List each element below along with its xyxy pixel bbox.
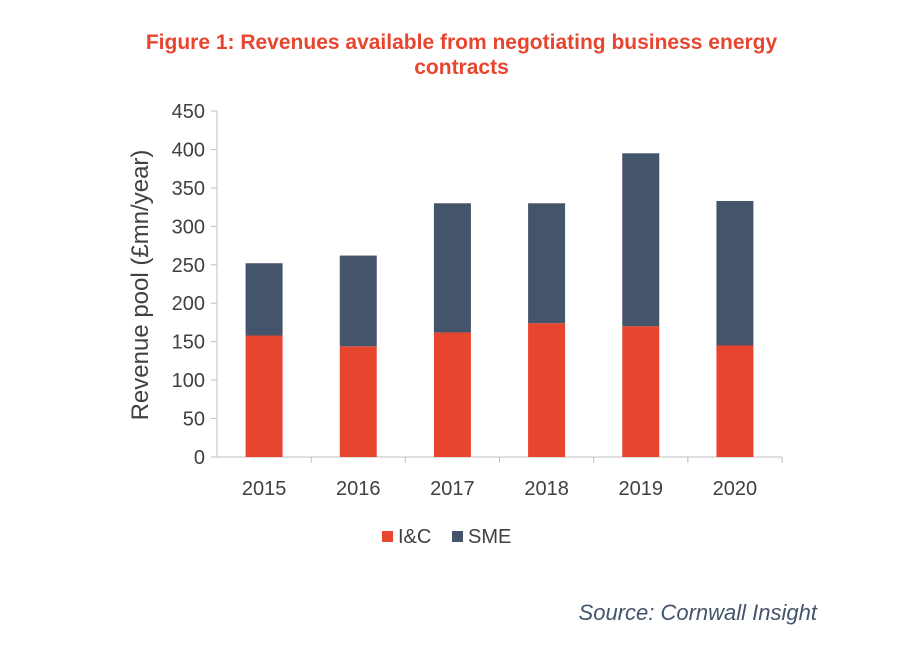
x-tick-label: 2019: [619, 478, 664, 500]
x-tick-label: 2017: [430, 478, 475, 500]
chart-title: Figure 1: Revenues available from negoti…: [0, 30, 923, 80]
y-tick-label: 0: [194, 447, 205, 469]
y-tick-label: 50: [183, 409, 205, 431]
bar-i-c-2018: [528, 323, 566, 457]
y-tick-label: 200: [172, 293, 205, 315]
legend-label: SME: [468, 526, 511, 548]
chart-title-line-2: contracts: [414, 56, 509, 79]
bar-i-c-2015: [245, 335, 283, 457]
bar-sme-2017: [433, 203, 471, 333]
y-tick-label: 350: [172, 178, 205, 200]
chart-title-line-1: Figure 1: Revenues available from negoti…: [145, 31, 778, 54]
legend-swatch-sme: [452, 531, 463, 542]
bar-sme-2020: [716, 200, 754, 346]
x-axis: 2015 2016 2017 2018 2019 2020: [217, 456, 783, 500]
y-tick-label: 450: [172, 101, 205, 123]
bar-sme-2018: [528, 203, 566, 324]
bar-sme-2019: [622, 153, 660, 327]
legend: I&C SME: [382, 526, 511, 548]
bar-sme-2016: [339, 255, 377, 347]
y-tick-label: 150: [172, 332, 205, 354]
y-tick-label: 300: [172, 216, 205, 238]
bar-i-c-2016: [339, 346, 377, 457]
bar-i-c-2020: [716, 345, 754, 457]
bar-i-c-2017: [433, 332, 471, 457]
legend-swatch-i-c: [382, 531, 393, 542]
legend-label: I&C: [398, 526, 431, 548]
y-tick-label: 250: [172, 255, 205, 277]
y-tick-label: 400: [172, 139, 205, 161]
y-axis: 0 50 100 150 200 250 300 350 400 450: [172, 101, 218, 469]
y-tick-label: 100: [172, 370, 205, 392]
x-tick-label: 2020: [713, 478, 758, 500]
bar-i-c-2019: [622, 326, 660, 457]
bar-sme-2015: [245, 263, 283, 336]
x-tick-label: 2016: [336, 478, 381, 500]
source-note: Source: Cornwall Insight: [578, 600, 817, 625]
bars: [245, 153, 754, 457]
x-tick-label: 2015: [242, 478, 287, 500]
y-axis-label: Revenue pool (£mn/year): [127, 150, 154, 421]
x-tick-label: 2018: [524, 478, 569, 500]
